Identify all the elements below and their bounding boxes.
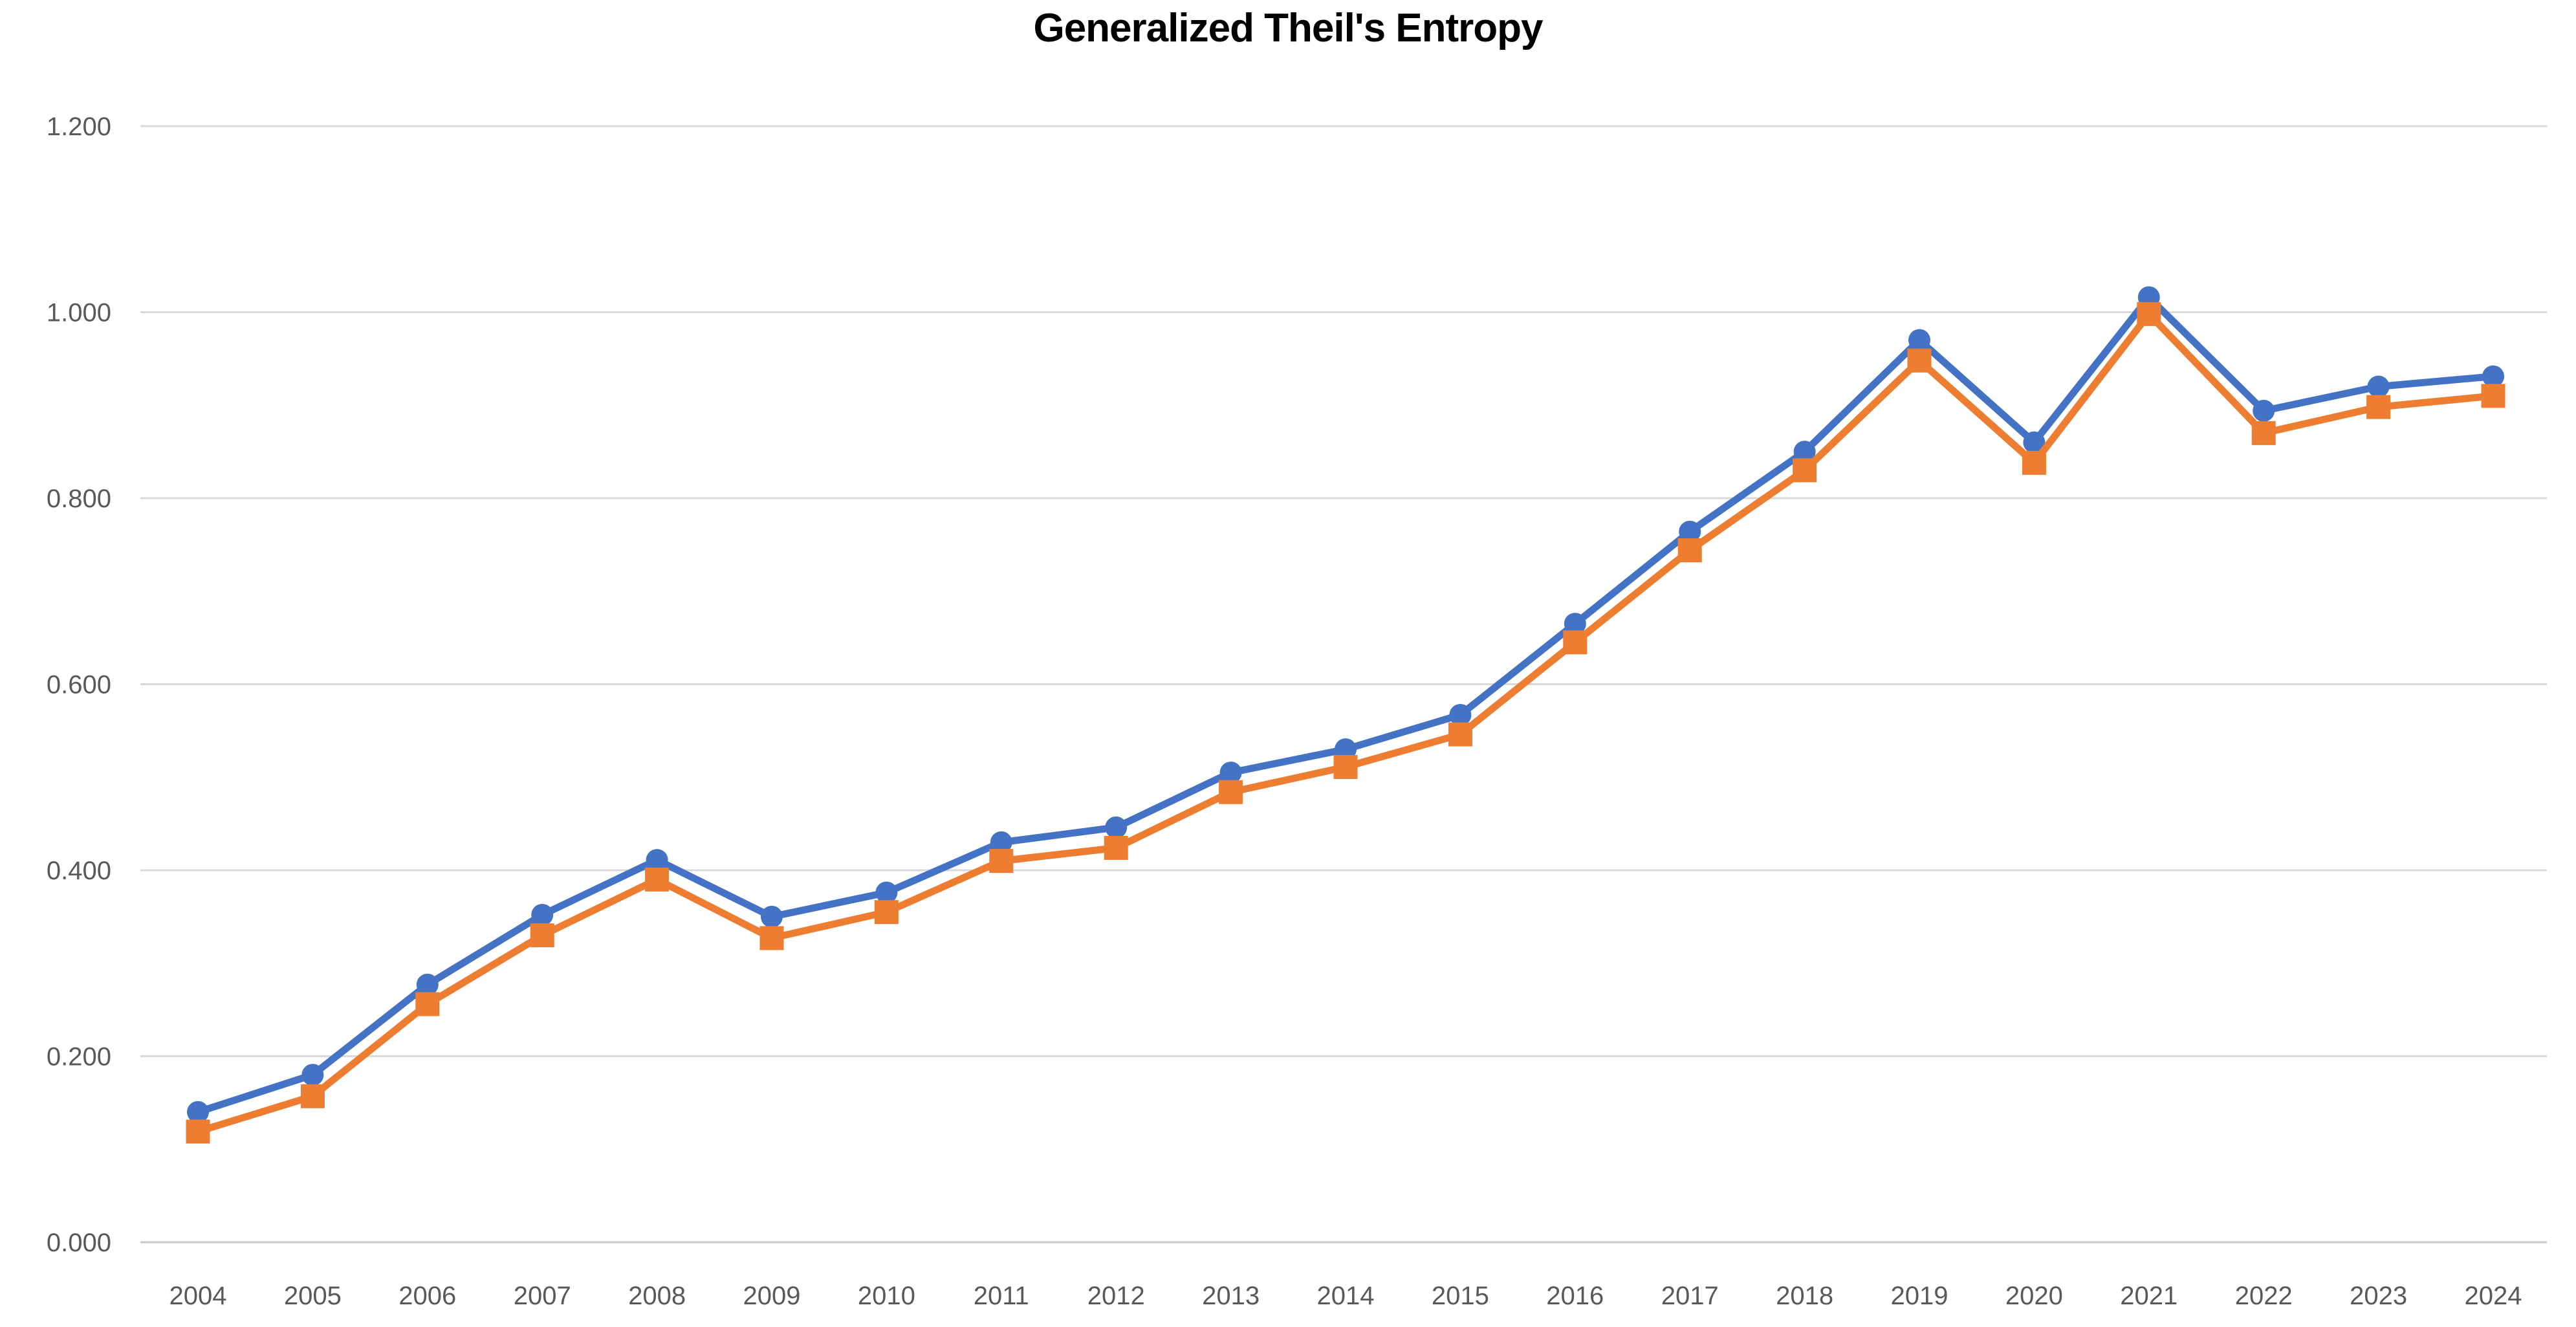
- data-point-circle: [1679, 520, 1701, 543]
- x-tick-label: 2008: [628, 1282, 686, 1310]
- data-point-circle: [301, 1064, 324, 1086]
- x-tick-label: 2010: [858, 1282, 915, 1310]
- x-tick-label: 2016: [1546, 1282, 1604, 1310]
- x-tick-label: 2011: [974, 1282, 1029, 1310]
- data-point-circle: [2482, 365, 2504, 388]
- x-tick-label: 2019: [1891, 1282, 1948, 1310]
- data-point-square: [1563, 630, 1588, 655]
- data-point-square: [1333, 754, 1358, 779]
- data-point-square: [1448, 722, 1472, 747]
- data-point-circle: [2023, 431, 2046, 454]
- data-point-circle: [1105, 816, 1128, 839]
- y-tick-label: 0.200: [47, 1043, 111, 1071]
- data-point-circle: [2253, 399, 2275, 422]
- data-point-circle: [875, 881, 898, 904]
- x-tick-label: 2024: [2465, 1282, 2522, 1310]
- x-tick-label: 2014: [1317, 1282, 1375, 1310]
- y-tick-label: 1.000: [47, 299, 111, 327]
- data-point-circle: [761, 905, 783, 928]
- x-tick-label: 2021: [2120, 1282, 2178, 1310]
- y-tick-label: 0.400: [47, 857, 111, 885]
- data-point-circle: [1564, 613, 1586, 635]
- data-point-square: [874, 900, 899, 925]
- x-tick-label: 2020: [2005, 1282, 2063, 1310]
- data-point-square: [1677, 538, 1702, 562]
- x-tick-label: 2012: [1087, 1282, 1145, 1310]
- series-line-circle: [194, 294, 2497, 1116]
- data-point-square: [2022, 450, 2046, 475]
- x-tick-label: 2006: [398, 1282, 456, 1310]
- data-point-square: [300, 1084, 325, 1108]
- data-point-square: [645, 867, 670, 892]
- x-tick-label: 2007: [514, 1282, 571, 1310]
- x-tick-label: 2018: [1776, 1282, 1833, 1310]
- series-line-square: [194, 310, 2497, 1135]
- data-point-square: [759, 926, 784, 950]
- data-point-circle: [187, 1101, 209, 1123]
- data-point-square: [2366, 395, 2391, 419]
- data-point-circle: [1793, 441, 1816, 463]
- data-point-square: [1104, 836, 1128, 860]
- data-point-square: [530, 923, 554, 948]
- data-point-square: [2481, 384, 2505, 408]
- x-tick-label: 2005: [284, 1282, 342, 1310]
- data-point-circle: [1449, 703, 1472, 726]
- x-tick-label: 2023: [2350, 1282, 2407, 1310]
- x-tick-label: 2004: [169, 1282, 227, 1310]
- data-point-square: [2137, 302, 2161, 326]
- data-point-circle: [1219, 762, 1242, 784]
- data-point-square: [415, 992, 440, 1016]
- data-point-circle: [1908, 329, 1930, 351]
- data-point-circle: [646, 849, 668, 872]
- data-point-square: [186, 1119, 210, 1144]
- x-tick-label: 2017: [1661, 1282, 1719, 1310]
- data-point-square: [1907, 348, 1932, 373]
- chart-title: Generalized Theil's Entropy: [1033, 6, 1543, 50]
- x-tick-label: 2013: [1202, 1282, 1260, 1310]
- y-tick-label: 0.600: [47, 671, 111, 699]
- x-tick-label: 2015: [1432, 1282, 1489, 1310]
- data-point-circle: [1335, 738, 1357, 761]
- data-point-circle: [2367, 375, 2390, 398]
- data-point-square: [1219, 780, 1243, 804]
- x-tick-label: 2022: [2235, 1282, 2293, 1310]
- data-point-square: [989, 849, 1014, 873]
- data-point-square: [1793, 458, 1817, 483]
- x-tick-label: 2009: [743, 1282, 801, 1310]
- y-tick-label: 0.800: [47, 485, 111, 513]
- data-point-circle: [531, 904, 554, 926]
- y-tick-label: 0.000: [47, 1229, 111, 1257]
- data-point-circle: [990, 831, 1012, 853]
- data-point-square: [2251, 421, 2276, 445]
- y-tick-label: 1.200: [47, 113, 111, 141]
- data-point-circle: [416, 973, 439, 996]
